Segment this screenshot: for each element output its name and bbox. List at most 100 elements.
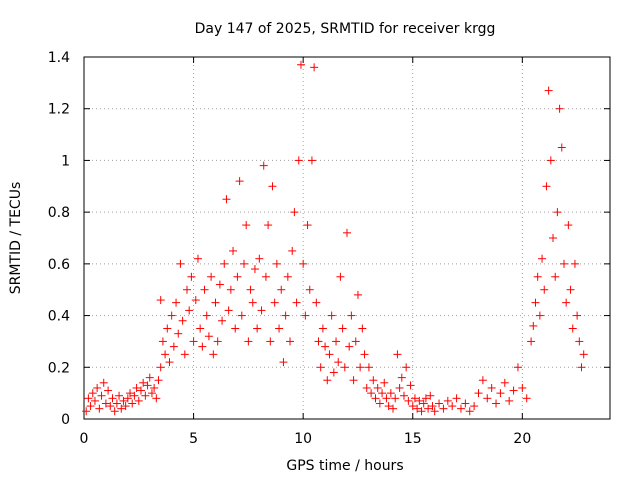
data-point (461, 399, 470, 408)
data-point (296, 60, 305, 69)
data-point (259, 161, 268, 170)
data-point (325, 350, 334, 359)
data-point (551, 272, 560, 281)
data-point (562, 298, 571, 307)
data-point (130, 391, 139, 400)
data-point (268, 182, 277, 191)
data-point (163, 324, 172, 333)
data-point (555, 104, 564, 113)
data-point (270, 298, 279, 307)
data-point (301, 311, 310, 320)
data-point (288, 246, 297, 255)
data-point (180, 350, 189, 359)
data-point (509, 386, 518, 395)
data-point (255, 254, 264, 263)
data-point (408, 402, 417, 411)
data-point (145, 373, 154, 382)
data-point (417, 407, 426, 416)
data-point (136, 386, 145, 395)
data-point (456, 404, 465, 413)
data-point (535, 311, 544, 320)
data-point (222, 195, 231, 204)
data-point (169, 342, 178, 351)
data-point (286, 337, 295, 346)
data-point (410, 394, 419, 403)
data-point (557, 143, 566, 152)
data-point (559, 259, 568, 268)
y-tick-label: 0 (61, 412, 70, 428)
data-point (211, 298, 220, 307)
data-point (443, 396, 452, 405)
data-point (191, 296, 200, 305)
data-point (139, 378, 148, 387)
data-point (99, 378, 108, 387)
data-point (505, 396, 514, 405)
data-point (215, 280, 224, 289)
data-point (207, 272, 216, 281)
data-point (371, 394, 380, 403)
y-tick-label: 1 (61, 153, 70, 169)
data-point (264, 221, 273, 230)
data-point (90, 396, 99, 405)
y-tick-label: 0.8 (48, 205, 70, 221)
data-point (395, 383, 404, 392)
data-point (553, 208, 562, 217)
data-point (380, 378, 389, 387)
data-point (119, 396, 128, 405)
data-point (538, 254, 547, 263)
data-point (202, 311, 211, 320)
data-point (128, 399, 137, 408)
data-point (226, 285, 235, 294)
data-point (404, 396, 413, 405)
data-point (283, 272, 292, 281)
data-point (375, 399, 384, 408)
data-point (305, 285, 314, 294)
data-point (115, 391, 124, 400)
data-point (360, 350, 369, 359)
data-point (386, 389, 395, 398)
data-point (242, 221, 251, 230)
data-point (134, 396, 143, 405)
data-point (362, 383, 371, 392)
data-point (483, 394, 492, 403)
data-point (299, 259, 308, 268)
data-point (435, 399, 444, 408)
data-point (338, 324, 347, 333)
data-point (93, 383, 102, 392)
data-point (185, 306, 194, 315)
data-point (426, 391, 435, 400)
data-point (373, 383, 382, 392)
data-point (84, 394, 93, 403)
data-point (397, 373, 406, 382)
data-point (343, 228, 351, 237)
y-tick-label: 0.2 (48, 360, 70, 376)
data-point (275, 324, 284, 333)
data-point (402, 363, 411, 372)
data-point (345, 342, 354, 351)
data-point (248, 298, 257, 307)
data-point (500, 378, 509, 387)
data-point (86, 402, 95, 411)
data-point (253, 324, 262, 333)
data-point (316, 363, 325, 372)
data-point (430, 407, 439, 416)
data-point (353, 290, 362, 299)
data-point (172, 298, 181, 307)
data-point (152, 394, 161, 403)
data-point (513, 363, 522, 372)
data-point (246, 285, 255, 294)
data-point (533, 272, 542, 281)
data-point (393, 350, 402, 359)
data-point (389, 404, 398, 413)
data-point (577, 363, 586, 372)
data-point (564, 221, 573, 230)
y-tick-label: 0.6 (48, 257, 70, 273)
data-point (279, 358, 288, 367)
data-point (566, 285, 575, 294)
data-point (231, 324, 240, 333)
data-point (327, 311, 336, 320)
data-point (465, 407, 474, 416)
data-point (540, 285, 549, 294)
data-point (358, 324, 367, 333)
